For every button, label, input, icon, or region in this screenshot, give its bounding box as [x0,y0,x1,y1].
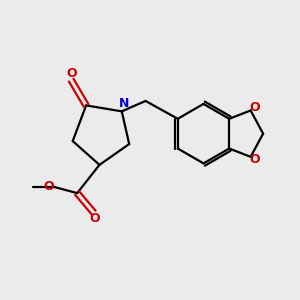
Text: O: O [66,67,76,80]
Text: O: O [249,101,260,114]
Text: O: O [90,212,100,226]
Text: N: N [119,97,129,110]
Text: O: O [43,180,54,193]
Text: O: O [249,153,260,166]
